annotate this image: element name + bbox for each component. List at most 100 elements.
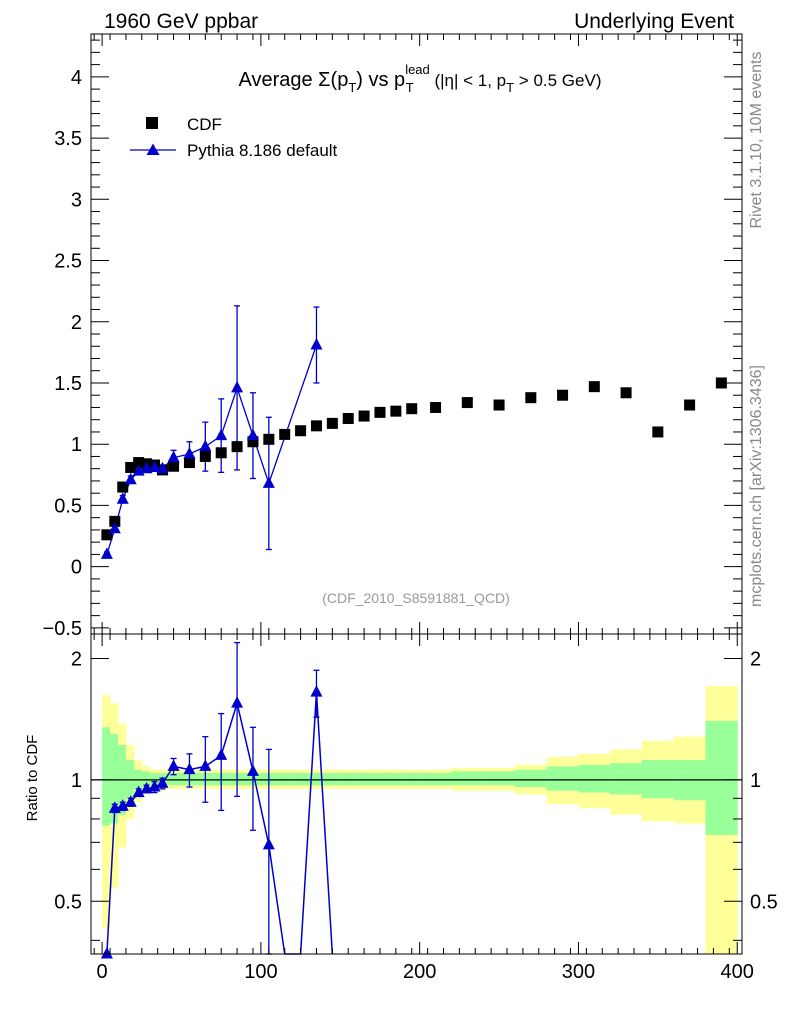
cdf-data-point	[406, 403, 418, 415]
cdf-data-point	[109, 515, 121, 527]
x-tick-label: 400	[721, 961, 754, 983]
cdf-data-point	[374, 406, 386, 418]
x-tick-label: 0	[97, 961, 108, 983]
mcplots-reference-label: mcplots.cern.ch [arXiv:1306.3436]	[748, 365, 765, 607]
ratio-band-inner-segment	[110, 733, 119, 824]
ratio-data-point	[124, 795, 137, 807]
ratio-data-point	[167, 759, 180, 771]
ratio-band-inner-segment	[403, 773, 421, 786]
legend-pythia-label: Pythia 8.186 default	[187, 141, 338, 160]
ratio-data-point	[246, 764, 259, 776]
ratio-band-inner-segment	[356, 773, 373, 786]
ratio-plot-axes: 0.5 0.5 1 1 2 2 0 100 200 300 400	[54, 634, 778, 983]
ratio-band-inner-segment	[125, 760, 135, 799]
ratio-data-point	[262, 837, 275, 850]
ratio-data-point	[310, 685, 323, 697]
cdf-data-point	[133, 457, 145, 469]
ratio-band-inner-segment	[141, 771, 151, 788]
cdf-data-point	[390, 405, 402, 417]
legend-cdf-label: CDF	[187, 115, 222, 134]
ratio-band-inner-segment	[372, 773, 389, 786]
main-y-tick-label: 0.5	[54, 495, 82, 517]
ratio-band-inner-segment	[133, 769, 143, 789]
ratio-data-point	[132, 785, 145, 798]
main-y-tick-label: 4	[71, 67, 82, 89]
ratio-band-inner-segment	[387, 773, 405, 786]
x-tick-label: 200	[403, 961, 436, 983]
ratio-data-point	[116, 799, 129, 811]
analysis-id-label: (CDF_2010_S8591881_QCD)	[322, 590, 510, 606]
pythia-data-point	[148, 460, 161, 472]
main-y-tick-label: −0.5	[43, 618, 82, 640]
cdf-data-point	[715, 377, 727, 389]
header-energy-label: 1960 GeV ppbar	[104, 10, 258, 33]
ratio-data-point	[100, 947, 113, 959]
pythia-data-point	[183, 447, 196, 459]
main-y-tick-label: 0	[71, 557, 82, 579]
ratio-band-inner-segment	[483, 771, 516, 786]
ratio-data-point	[231, 696, 244, 708]
ratio-band-inner-segment	[610, 763, 643, 795]
ratio-band-inner-segment	[705, 720, 738, 835]
pythia-data-point	[262, 476, 275, 488]
cdf-data-point	[215, 447, 227, 459]
main-y-tick-label: 1	[71, 434, 82, 456]
ratio-band-inner-segment	[419, 773, 452, 786]
legend-cdf-marker	[146, 117, 158, 129]
x-tick-label: 300	[562, 961, 595, 983]
cdf-data-point	[652, 426, 664, 438]
cdf-data-point	[310, 420, 322, 432]
cdf-data-point	[525, 392, 537, 404]
pythia-data-point	[124, 472, 137, 485]
ratio-y-axis-label: Ratio to CDF	[24, 735, 41, 822]
cdf-data-point	[199, 450, 211, 462]
ratio-y-tick-label-right: 0.5	[750, 891, 778, 913]
cdf-data-point	[295, 425, 307, 437]
cdf-data-point	[326, 417, 338, 429]
cdf-data-point	[263, 433, 275, 445]
ratio-band-inner-segment	[292, 773, 310, 786]
ratio-data-point	[199, 759, 212, 771]
pythia-data-point	[167, 450, 180, 463]
cdf-data-point	[183, 457, 195, 469]
cdf-data-point	[358, 410, 370, 422]
cdf-data-point	[247, 436, 259, 448]
ratio-band-inner-segment	[514, 769, 548, 788]
ratio-band-inner-segment	[641, 760, 675, 799]
pythia-data-point	[231, 380, 244, 393]
cdf-data-point	[125, 461, 137, 473]
ratio-y-tick-label-left: 2	[71, 648, 82, 670]
cdf-data-point	[168, 460, 180, 472]
pythia-data-point	[199, 439, 212, 452]
ratio-data-point	[215, 748, 228, 760]
cdf-data-point	[342, 412, 354, 424]
ratio-data-point	[183, 762, 196, 775]
cdf-data-point	[557, 389, 569, 401]
ratio-y-tick-label-left: 0.5	[54, 891, 82, 913]
ratio-band-inner-segment	[165, 773, 183, 786]
pythia-data-point	[100, 547, 113, 559]
x-tick-label: 100	[244, 961, 277, 983]
cdf-data-point	[620, 387, 632, 399]
pythia-data-point	[116, 492, 129, 504]
cdf-data-point	[461, 397, 473, 409]
ratio-plot-panel: 0.5 0.5 1 1 2 2 0 100 200 300 400 Ratio to CDF	[24, 633, 778, 983]
pythia-data-point	[108, 521, 121, 534]
ratio-plot-marks	[91, 641, 742, 959]
ratio-band-inner-segment	[546, 766, 579, 791]
main-y-tick-label: 3.5	[54, 128, 82, 150]
main-plot-marks	[100, 305, 727, 559]
main-plot-axes: −0.5 0 0.5 1 1.5 2 2.5 3 3.5 4	[43, 34, 742, 640]
cdf-data-point	[231, 441, 243, 453]
cdf-data-point	[279, 428, 291, 440]
ratio-y-tick-label-left: 1	[71, 770, 82, 792]
main-y-tick-label: 2	[71, 312, 82, 334]
legend: CDF Pythia 8.186 default	[130, 115, 338, 160]
cdf-data-point	[493, 399, 505, 411]
ratio-data-point	[156, 776, 169, 788]
ratio-plot-frame	[90, 633, 743, 955]
ratio-band-inner-segment	[149, 773, 159, 786]
cdf-data-point	[101, 529, 113, 541]
main-y-tick-label: 1.5	[54, 373, 82, 395]
